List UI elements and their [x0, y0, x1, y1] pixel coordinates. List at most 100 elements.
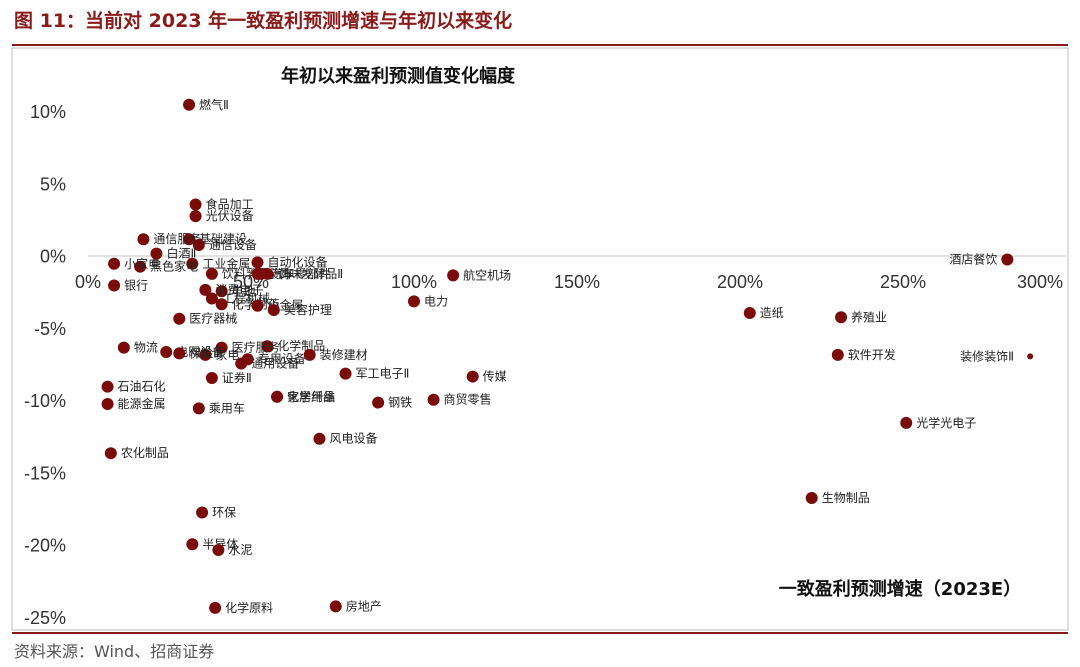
data-point [196, 506, 209, 519]
point-label: 能源金属 [118, 396, 166, 411]
data-point [1001, 253, 1014, 266]
point-label: 传媒 [483, 369, 507, 384]
point-label: 通信设备 [209, 238, 257, 252]
data-point [329, 600, 342, 613]
point-label: 电池 [232, 284, 256, 298]
data-point [209, 601, 222, 614]
data-point [271, 390, 284, 403]
point-label: 半导体 [202, 537, 238, 551]
point-label: 房地产 [346, 598, 382, 613]
point-label: 保险Ⅱ [189, 345, 219, 360]
data-point [339, 367, 352, 380]
data-point [427, 393, 440, 406]
data-point [215, 285, 228, 298]
point-label: 化学纤维 [287, 389, 335, 404]
data-point [235, 357, 248, 370]
data-point [251, 299, 264, 312]
point-label: 酒店餐饮 [949, 251, 997, 266]
y-axis-ticks: 10% 5% 0% -5% -10% -15% -20% -25% [24, 102, 66, 628]
data-point [150, 247, 163, 260]
y-tick-label: 0% [40, 247, 66, 267]
data-point [189, 210, 202, 223]
point-label: 钢铁 [388, 396, 412, 410]
x-tick-label: 200% [717, 272, 763, 292]
point-label: 消费电子 [215, 283, 263, 297]
point-label: 基础建设 [199, 232, 247, 246]
point-label: 医疗器械 [189, 311, 237, 326]
point-label: 小家电 [124, 256, 160, 271]
data-point [117, 341, 130, 354]
data-point [205, 372, 218, 385]
source-note: 资料来源：Wind、招商证券 [14, 642, 215, 661]
y-tick-label: -20% [24, 536, 66, 556]
point-label: 调味发酵品Ⅱ [277, 266, 343, 281]
data-point [205, 267, 218, 280]
data-point [1027, 353, 1034, 360]
point-label: 军工电子Ⅱ [356, 367, 410, 381]
data-point [447, 269, 460, 282]
point-label: 软件开发 [848, 347, 896, 362]
data-point [183, 98, 196, 111]
point-label: 风电设备 [329, 432, 377, 446]
x-axis-ticks: 0% 50% 100% 150% 200% 250% 300% [75, 272, 1063, 292]
data-point [137, 233, 150, 246]
data-point [186, 257, 199, 270]
point-label: 汽车零部件 [271, 266, 331, 281]
point-label: 水泥 [228, 543, 252, 557]
data-point [372, 396, 385, 409]
point-label: 环保 [212, 505, 236, 519]
point-label: 电网设备 [176, 345, 224, 359]
data-point [251, 256, 264, 269]
y-tick-label: -5% [34, 319, 66, 339]
y-tick-label: 10% [30, 102, 66, 122]
point-label: 化学制品 [277, 338, 325, 353]
data-point [101, 380, 114, 393]
plot-title: 年初以来盈利预测值变化幅度 [281, 65, 516, 87]
y-tick-label: 5% [40, 174, 66, 194]
point-label: 造纸 [760, 306, 784, 320]
x-tick-label: 250% [880, 272, 926, 292]
point-label: 自动化设备 [268, 255, 328, 269]
data-point [261, 267, 274, 280]
data-point [134, 260, 147, 273]
data-point [261, 340, 274, 353]
data-point [108, 257, 121, 270]
data-point [160, 345, 173, 358]
point-label: 光学光电子 [916, 415, 976, 430]
point-label: 物流 [134, 341, 158, 355]
point-label: 商贸零售 [444, 392, 492, 407]
point-label: 银行 [124, 278, 148, 292]
data-point [831, 348, 844, 361]
data-point [900, 416, 913, 429]
data-point [192, 239, 205, 252]
data-point [173, 347, 186, 360]
data-point [104, 447, 117, 460]
point-label: 美容护理 [284, 302, 332, 317]
data-point [303, 348, 316, 361]
point-label: 专用设备 [258, 351, 306, 366]
data-point [408, 295, 420, 308]
title-rule [12, 44, 1068, 46]
point-label: 白酒Ⅱ [166, 246, 196, 261]
x-axis-label: 一致盈利预测增速（2023E） [779, 578, 1021, 600]
x-tick-label: 100% [391, 272, 437, 292]
source-rule [12, 632, 1068, 634]
plot-frame [11, 47, 1069, 631]
point-label: 石油石化 [118, 380, 166, 394]
point-label: 通用设备 [251, 357, 299, 371]
data-point [835, 311, 848, 324]
point-label: 航空机场 [463, 267, 511, 282]
point-label: 乘用车 [209, 400, 245, 415]
data-point [205, 292, 218, 305]
data-point [192, 402, 205, 415]
point-label: 农化制品 [121, 446, 169, 460]
x-tick-label: 300% [1017, 272, 1063, 292]
data-point [212, 544, 225, 557]
y-tick-label: -10% [24, 391, 66, 411]
point-label: 装修装饰Ⅱ [960, 348, 1014, 363]
data-point [215, 298, 228, 311]
point-label: 装饰 [268, 267, 292, 281]
data-point [215, 341, 228, 354]
point-label: 燃气Ⅱ [199, 97, 229, 112]
point-label: 电力 [424, 294, 448, 308]
